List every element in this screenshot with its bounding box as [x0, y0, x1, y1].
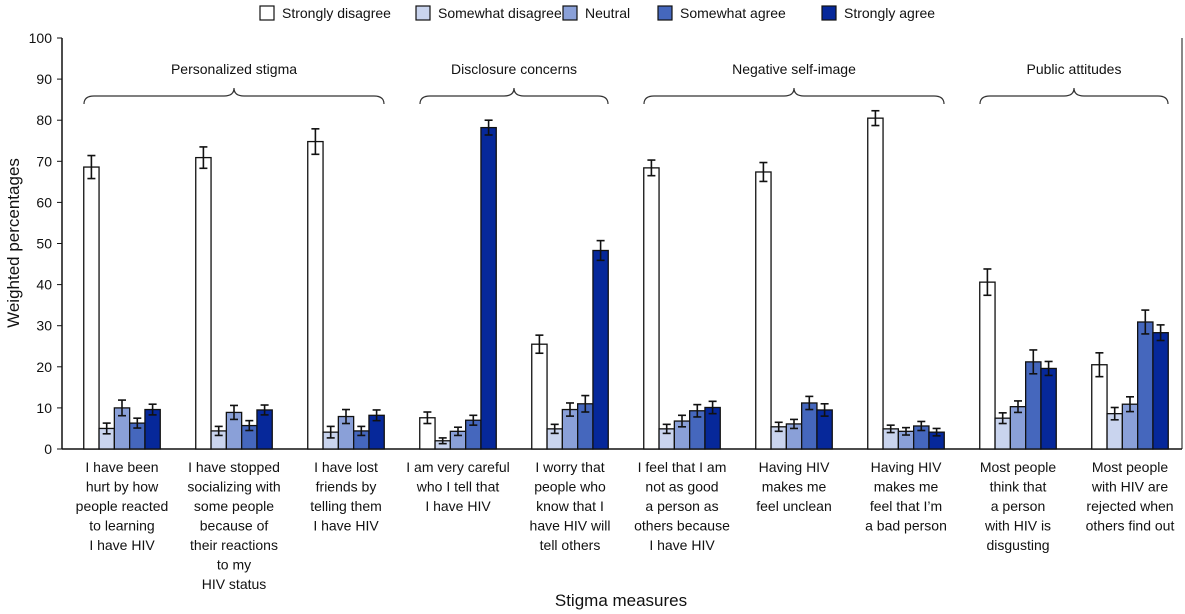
x-tick-label: feel that I’m [870, 498, 942, 514]
legend-swatch [259, 5, 275, 21]
legend-swatch [415, 5, 431, 21]
x-tick-label: HIV status [202, 576, 267, 592]
x-tick-label: socializing with [187, 479, 280, 495]
x-tick-label: think that [990, 479, 1047, 495]
y-axis-title: Weighted percentages [4, 158, 23, 328]
x-tick-label: know that I [536, 498, 604, 514]
x-tick-label: because of [200, 518, 269, 534]
group-brace [643, 87, 945, 105]
legend-label: Neutral [585, 5, 630, 21]
group-brace [419, 87, 609, 105]
x-tick-label: a person as [645, 498, 718, 514]
x-tick-label: I worry that [535, 459, 604, 475]
bar [643, 167, 660, 450]
bar [1040, 367, 1057, 450]
x-tick-label: to my [217, 557, 251, 573]
bar [979, 281, 996, 450]
x-tick-label: Having HIV [759, 459, 830, 475]
x-tick-label: their reactions [190, 537, 278, 553]
x-tick-label: people reacted [76, 498, 169, 514]
legend-swatch [821, 5, 837, 21]
y-tick-label: 20 [36, 359, 52, 375]
x-tick-label: I feel that I am [638, 459, 727, 475]
legend-swatch [657, 5, 673, 21]
bar [867, 117, 884, 450]
bar [1025, 361, 1042, 450]
bar [256, 409, 273, 450]
x-tick-label: with HIV is [984, 518, 1051, 534]
bar [480, 126, 497, 450]
x-tick-label: I have HIV [649, 537, 715, 553]
x-tick-label: have HIV will [530, 518, 611, 534]
x-axis-title: Stigma measures [555, 591, 687, 610]
x-tick-label: Most people [980, 459, 1056, 475]
y-tick-label: 60 [36, 194, 52, 210]
legend-label: Strongly disagree [282, 5, 391, 21]
x-tick-label: others find out [1086, 518, 1175, 534]
y-tick-label: 40 [36, 277, 52, 293]
x-tick-label: tell others [540, 537, 601, 553]
bar [1137, 321, 1154, 450]
legend-swatch [562, 5, 578, 21]
x-tick-label: hurt by how [86, 479, 159, 495]
x-tick-label: who I tell that [416, 479, 500, 495]
x-tick-label: makes me [874, 479, 939, 495]
group-label: Personalized stigma [171, 61, 297, 77]
bar [83, 166, 100, 450]
x-tick-label: others because [634, 518, 730, 534]
group-brace [979, 87, 1169, 105]
y-tick-label: 30 [36, 318, 52, 334]
legend: Strongly disagree Somewhat disagree Neutra… [259, 5, 935, 21]
x-tick-label: I have HIV [313, 518, 379, 534]
group-label: Disclosure concerns [451, 61, 577, 77]
x-tick-label: not as good [645, 479, 718, 495]
x-tick-label: disgusting [986, 537, 1049, 553]
x-tick-label: a person [991, 498, 1045, 514]
legend-label: Strongly agree [844, 5, 935, 21]
bar [307, 140, 324, 450]
x-tick-label: I have lost [314, 459, 378, 475]
bar [531, 343, 548, 450]
x-tick-label: to learning [89, 518, 154, 534]
y-tick-label: 70 [36, 153, 52, 169]
x-tick-label: rejected when [1086, 498, 1173, 514]
bar [195, 156, 212, 450]
x-tick-label: I have HIV [89, 537, 155, 553]
x-tick-label: telling them [310, 498, 382, 514]
x-tick-label: people who [534, 479, 606, 495]
y-tick-label: 100 [29, 30, 53, 46]
x-tick-label: a bad person [865, 518, 947, 534]
x-tick-label: friends by [316, 479, 377, 495]
y-tick-label: 0 [44, 441, 52, 457]
x-tick-label: I have been [85, 459, 158, 475]
x-axis-labels: I have been hurt by how people reacted to l… [76, 459, 1175, 592]
y-tick-label: 90 [36, 71, 52, 87]
x-tick-label: makes me [762, 479, 827, 495]
group-label: Public attitudes [1027, 61, 1122, 77]
x-tick-label: Most people [1092, 459, 1168, 475]
bar [755, 171, 772, 450]
y-tick-label: 10 [36, 400, 52, 416]
x-tick-label: Having HIV [871, 459, 942, 475]
x-tick-label: I have HIV [425, 498, 491, 514]
x-tick-label: feel unclean [756, 498, 832, 514]
bar [1152, 332, 1169, 450]
legend-label: Somewhat agree [680, 5, 786, 21]
legend-label: Somewhat disagree [438, 5, 562, 21]
x-tick-label: I am very careful [406, 459, 509, 475]
y-tick-label: 50 [36, 236, 52, 252]
bar [592, 249, 609, 450]
bars [83, 109, 1169, 450]
x-tick-label: I have stopped [188, 459, 280, 475]
group-braces: Personalized stigma Disclosure concerns Ne… [83, 61, 1169, 105]
y-tick-label: 80 [36, 112, 52, 128]
group-label: Negative self-image [732, 61, 856, 77]
group-brace [83, 87, 385, 105]
x-tick-label: with HIV are [1091, 479, 1168, 495]
x-tick-label: some people [194, 498, 274, 514]
